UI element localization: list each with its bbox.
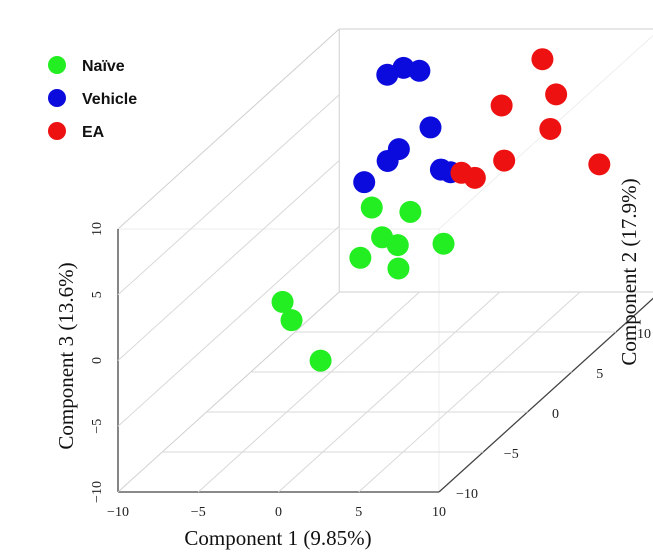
- legend-label: Naïve: [82, 58, 125, 75]
- grid-line: [117, 160, 340, 361]
- x-tick-label: 0: [275, 505, 282, 520]
- legend-marker: [48, 56, 66, 74]
- z-tick-label: −10: [90, 481, 105, 503]
- x-tick-label: 5: [355, 505, 362, 520]
- data-point-vehicle: [429, 158, 452, 181]
- data-point-vehicle: [376, 63, 399, 86]
- grid-line: [197, 291, 420, 493]
- data-point-ea: [490, 94, 513, 117]
- y-tick-label: −5: [504, 447, 519, 462]
- z-axis-title: Component 3 (13.6%): [54, 262, 78, 449]
- data-point-ea: [531, 48, 554, 71]
- grid-line: [278, 291, 501, 493]
- x-tick-label: −10: [107, 505, 129, 520]
- plot-box: [117, 28, 653, 493]
- legend-marker: [48, 122, 66, 140]
- legend-label: Vehicle: [82, 91, 137, 108]
- data-point-nave: [387, 257, 410, 280]
- data-point-vehicle: [408, 59, 431, 82]
- y-axis-title: Component 2 (17.9%): [617, 178, 641, 365]
- grid-line: [117, 94, 340, 296]
- z-tick-label: 10: [90, 222, 105, 236]
- data-point-ea: [539, 117, 562, 140]
- grid-line: [117, 225, 340, 427]
- z-tick-label: 5: [90, 291, 105, 298]
- grid-line: [358, 291, 581, 493]
- x-axis-title: Component 1 (9.85%): [184, 526, 371, 550]
- data-point-nave: [271, 290, 294, 313]
- y-tick-label: −10: [456, 487, 478, 502]
- x-tick-label: −5: [191, 505, 206, 520]
- box-edge: [117, 28, 340, 230]
- data-point-nave: [360, 196, 383, 219]
- box-edge: [117, 291, 340, 493]
- data-point-ea: [493, 149, 516, 172]
- data-point-nave: [349, 246, 372, 269]
- legend: Naïve Vehicle EA: [48, 56, 137, 141]
- y-axis-line: [438, 297, 653, 493]
- z-tick-label: 0: [90, 357, 105, 364]
- data-point-vehicle: [419, 116, 442, 139]
- data-point-ea: [545, 83, 568, 106]
- data-point-nave: [371, 226, 394, 249]
- data-point-nave: [432, 232, 455, 255]
- data-points: [271, 48, 611, 372]
- data-point-ea: [463, 166, 486, 189]
- data-point-nave: [280, 309, 303, 332]
- data-point-nave: [399, 200, 422, 223]
- data-point-vehicle: [353, 171, 376, 194]
- x-tick-label: 10: [432, 505, 446, 520]
- y-tick-label: 0: [552, 407, 559, 422]
- z-tick-label: −5: [90, 419, 105, 434]
- grid-lines: [117, 94, 616, 493]
- data-point-ea: [588, 153, 611, 176]
- legend-label: EA: [82, 124, 105, 141]
- y-tick-label: 5: [596, 367, 603, 382]
- legend-marker: [48, 89, 66, 107]
- y-tick-label: 10: [637, 327, 651, 342]
- data-point-vehicle: [387, 138, 410, 161]
- data-point-nave: [309, 349, 332, 372]
